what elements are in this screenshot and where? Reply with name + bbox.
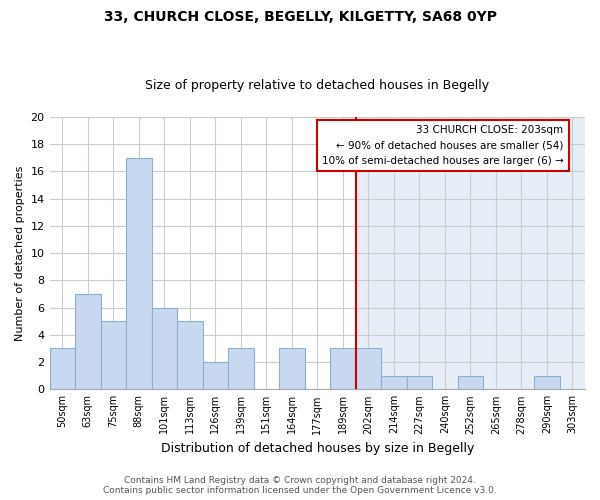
Bar: [356, 117, 585, 390]
Bar: [228, 348, 254, 390]
Bar: [177, 321, 203, 390]
Bar: [50, 348, 75, 390]
Bar: [534, 376, 560, 390]
X-axis label: Distribution of detached houses by size in Begelly: Distribution of detached houses by size …: [161, 442, 474, 455]
Text: Contains HM Land Registry data © Crown copyright and database right 2024.
Contai: Contains HM Land Registry data © Crown c…: [103, 476, 497, 495]
Bar: [152, 308, 177, 390]
Bar: [330, 348, 356, 390]
Text: 33, CHURCH CLOSE, BEGELLY, KILGETTY, SA68 0YP: 33, CHURCH CLOSE, BEGELLY, KILGETTY, SA6…: [104, 10, 497, 24]
Y-axis label: Number of detached properties: Number of detached properties: [15, 166, 25, 340]
Bar: [75, 294, 101, 390]
Bar: [458, 376, 483, 390]
Bar: [279, 348, 305, 390]
Bar: [381, 376, 407, 390]
Bar: [203, 362, 228, 390]
Bar: [356, 348, 381, 390]
Bar: [101, 321, 126, 390]
Bar: [126, 158, 152, 390]
Bar: [407, 376, 432, 390]
Title: Size of property relative to detached houses in Begelly: Size of property relative to detached ho…: [145, 79, 490, 92]
Text: 33 CHURCH CLOSE: 203sqm
← 90% of detached houses are smaller (54)
10% of semi-de: 33 CHURCH CLOSE: 203sqm ← 90% of detache…: [322, 125, 563, 166]
